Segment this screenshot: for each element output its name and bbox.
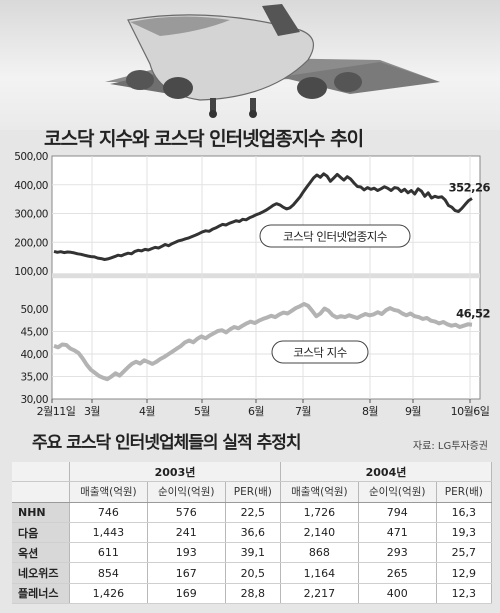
table-cell: 241 xyxy=(147,522,226,544)
table-cell: 20,5 xyxy=(225,562,281,584)
table-cell: 36,6 xyxy=(225,522,281,544)
column-header: 순이익(억원) xyxy=(358,481,437,503)
x-tick-label: 4월 xyxy=(139,405,155,418)
table-cell: 746 xyxy=(69,502,148,523)
table-cell: 1,164 xyxy=(280,562,359,584)
table-cell: 19,3 xyxy=(436,522,493,544)
column-header: PER(배) xyxy=(225,481,281,503)
y-tick-label-upper: 500,00 xyxy=(14,151,48,163)
table-title: 주요 코스닥 인터넷업체들의 실적 추정치 xyxy=(32,433,302,453)
table-cell: 167 xyxy=(147,562,226,584)
table-cell: 854 xyxy=(69,562,148,584)
table-row: NHN 746 576 22,5 1,726 794 16,3 xyxy=(12,502,493,523)
y-tick-label-upper: 400,00 xyxy=(14,180,48,192)
y-tick-label-lower: 50,00 xyxy=(20,304,48,316)
x-tick-label: 6월 xyxy=(248,405,264,418)
table-corner xyxy=(12,462,70,483)
series-name-box xyxy=(271,340,369,364)
table-cell: 22,5 xyxy=(225,502,281,523)
table-cell: 576 xyxy=(147,502,226,523)
company-name: NHN xyxy=(12,502,70,523)
table-cell: 39,1 xyxy=(225,542,281,564)
table-cell: 2,217 xyxy=(280,583,359,605)
table-cell: 12,3 xyxy=(436,583,493,605)
table-column-header-row: 매출액(억원) 순이익(억원) PER(배) 매출액(억원) 순이익(억원) P… xyxy=(12,481,493,503)
y-tick-label-lower: 30,00 xyxy=(20,394,48,406)
column-header: PER(배) xyxy=(436,481,493,503)
table-cell: 265 xyxy=(358,562,437,584)
table-cell: 12,9 xyxy=(436,562,493,584)
x-tick-label: 8월 xyxy=(362,405,378,418)
table-cell: 193 xyxy=(147,542,226,564)
table-cell: 400 xyxy=(358,583,437,605)
table-row: 옥션 611 193 39,1 868 293 25,7 xyxy=(12,542,493,564)
company-name: 옥션 xyxy=(12,542,70,564)
table-row: 플레너스 1,426 169 28,8 2,217 400 12,3 xyxy=(12,583,493,605)
x-tick-label: 2월11일 xyxy=(37,404,76,418)
axis-break-band xyxy=(52,273,480,279)
series-line-kosdaq-index xyxy=(53,302,473,382)
chart-title: 코스닥 지수와 코스닥 인터넷업종지수 추이 xyxy=(44,128,364,150)
table-cell: 169 xyxy=(147,583,226,605)
airplane-photo xyxy=(105,4,440,118)
group-header-2004: 2004년 xyxy=(280,462,493,483)
x-tick-label: 7월 xyxy=(295,405,311,418)
company-name: 플레너스 xyxy=(12,583,70,605)
table-cell: 293 xyxy=(358,542,437,564)
series-end-value-label: 352,26 xyxy=(449,180,491,194)
table-corner xyxy=(12,481,70,503)
y-tick-label-upper: 200,00 xyxy=(14,237,48,249)
y-tick-label-lower: 45,00 xyxy=(20,327,48,339)
table-cell: 611 xyxy=(69,542,148,564)
index-line-chart: 2월11일 3월 4월 5월 6월 7월 8월 9월 10월6일 500,00 400,00 300,… xyxy=(14,151,491,418)
series-name-box xyxy=(259,224,411,248)
company-name: 다음 xyxy=(12,522,70,544)
series-line-internet-index xyxy=(53,172,473,261)
column-header: 매출액(억원) xyxy=(69,481,148,503)
table-cell: 28,8 xyxy=(225,583,281,605)
x-tick-label: 3월 xyxy=(84,405,100,418)
group-header-2003: 2003년 xyxy=(69,462,281,483)
x-tick-label: 9월 xyxy=(405,405,421,418)
column-header: 순이익(억원) xyxy=(147,481,226,503)
series-name-label: 코스닥 지수 xyxy=(293,346,347,360)
table-cell: 2,140 xyxy=(280,522,359,544)
series-end-value-label: 46,52 xyxy=(456,307,490,321)
table-cell: 1,443 xyxy=(69,522,148,544)
series-name-label: 코스닥 인터넷업종지수 xyxy=(283,230,387,244)
table-source: 자료: LG투자증권 xyxy=(412,441,488,452)
table-row: 네오위즈 854 167 20,5 1,164 265 12,9 xyxy=(12,562,493,584)
y-tick-label-lower: 35,00 xyxy=(20,372,48,384)
table-group-header-row: 2003년 2004년 xyxy=(12,462,493,483)
x-tick-label: 5월 xyxy=(194,405,210,418)
table-cell: 1,426 xyxy=(69,583,148,605)
company-name: 네오위즈 xyxy=(12,562,70,584)
earnings-table: 2003년 2004년 매출액(억원) 순이익(억원) PER(배) 매출액(억… xyxy=(12,462,493,605)
table-row: 다음 1,443 241 36,6 2,140 471 19,3 xyxy=(12,522,493,544)
y-tick-label-upper: 100,00 xyxy=(14,266,48,278)
table-cell: 16,3 xyxy=(436,502,493,523)
column-header: 매출액(억원) xyxy=(280,481,359,503)
table-cell: 1,726 xyxy=(280,502,359,523)
y-tick-label-lower: 40,00 xyxy=(20,349,48,361)
table-cell: 25,7 xyxy=(436,542,493,564)
table-cell: 471 xyxy=(358,522,437,544)
table-cell: 868 xyxy=(280,542,359,564)
y-tick-label-upper: 300,00 xyxy=(14,209,48,221)
table-cell: 794 xyxy=(358,502,437,523)
x-tick-label: 10월6일 xyxy=(451,404,490,418)
